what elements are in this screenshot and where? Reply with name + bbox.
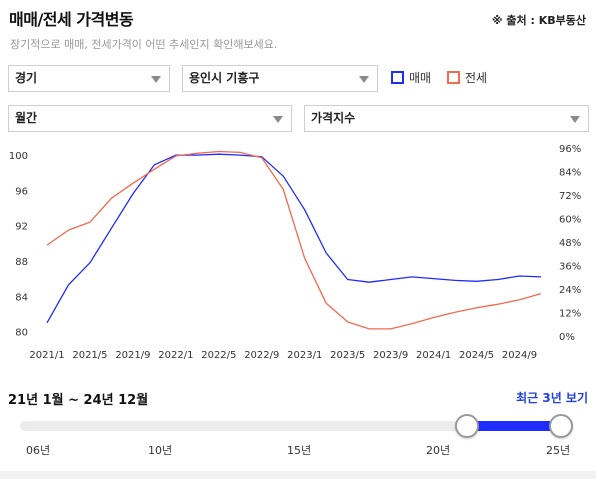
year-slider-track[interactable] — [20, 421, 566, 431]
y-right-tick-label: 48% — [559, 238, 581, 249]
y-right-tick-label: 96% — [559, 144, 581, 155]
x-tick-label: 2022/5 — [201, 350, 236, 361]
source-note: ※ 출처 : KB부동산 — [491, 14, 586, 27]
legend-item-jeonse[interactable]: 전세 — [447, 69, 487, 86]
jeonse-series-line — [46, 150, 542, 330]
chevron-down-icon — [359, 76, 369, 83]
chevron-down-icon — [273, 116, 283, 123]
slider-label: 20년 — [426, 444, 451, 457]
sale-series-line — [46, 153, 542, 324]
slider-label: 10년 — [148, 444, 173, 457]
year-slider-end-handle[interactable] — [549, 414, 573, 438]
metric-select-value: 가격지수 — [311, 111, 356, 125]
x-tick-label: 2022/9 — [244, 350, 279, 361]
sale-swatch-icon — [391, 71, 404, 84]
region-select-value: 경기 — [15, 71, 38, 85]
y-left-tick-label: 84 — [15, 292, 28, 303]
x-tick-label: 2022/1 — [158, 350, 193, 361]
y-right-tick-label: 60% — [559, 215, 581, 226]
y-left-tick-label: 88 — [15, 257, 28, 268]
page-subtitle: 장기적으로 매매, 전세가격이 어떤 추세인지 확인해보세요. — [10, 38, 278, 51]
x-tick-label: 2021/1 — [29, 350, 64, 361]
period-select[interactable]: 월간 — [8, 105, 292, 132]
district-select[interactable]: 용인시 기흥구 — [182, 65, 378, 92]
range-label: 21년 1월 ~ 24년 12월 — [8, 393, 149, 408]
x-tick-label: 2024/1 — [416, 350, 451, 361]
y-left-tick-label: 96 — [15, 186, 28, 197]
y-right-tick-label: 24% — [559, 285, 581, 296]
y-left-tick-label: 100 — [9, 151, 28, 162]
legend-sale-label: 매매 — [409, 71, 432, 85]
x-tick-label: 2021/9 — [115, 350, 150, 361]
slider-label: 15년 — [287, 444, 312, 457]
x-tick-label: 2023/5 — [330, 350, 365, 361]
y-right-tick-label: 72% — [559, 191, 581, 202]
legend-item-sale[interactable]: 매매 — [391, 69, 431, 86]
period-select-value: 월간 — [15, 111, 38, 125]
y-right-tick-label: 84% — [559, 168, 581, 179]
district-select-value: 용인시 기흥구 — [189, 71, 260, 85]
legend-jeonse-label: 전세 — [465, 71, 488, 85]
year-slider-start-handle[interactable] — [455, 414, 479, 438]
jeonse-swatch-icon — [447, 71, 460, 84]
slider-label: 06년 — [26, 444, 51, 457]
recent-3-years-button[interactable]: 최근 3년 보기 — [516, 391, 588, 405]
y-right-tick-label: 12% — [559, 309, 581, 320]
price-index-chart: 80 84 88 92 96 100 0% 12% 24% 36% 48% 60% 72% 84% 96% 2… — [9, 144, 581, 361]
year-slider-selected-range — [467, 421, 561, 431]
x-tick-label: 2023/1 — [287, 350, 322, 361]
metric-select[interactable]: 가격지수 — [304, 105, 589, 132]
y-left-tick-label: 92 — [15, 222, 28, 233]
y-left-tick-label: 80 — [15, 328, 28, 339]
x-tick-label: 2024/9 — [502, 350, 537, 361]
x-tick-label: 2023/9 — [373, 350, 408, 361]
slider-label: 25년 — [546, 444, 571, 457]
y-right-tick-label: 0% — [559, 332, 575, 343]
footer-band — [0, 471, 596, 479]
chevron-down-icon — [151, 76, 161, 83]
y-right-tick-label: 36% — [559, 262, 581, 273]
page-title: 매매/전세 가격변동 — [9, 10, 134, 29]
x-tick-label: 2021/5 — [72, 350, 107, 361]
chevron-down-icon — [570, 116, 580, 123]
region-select[interactable]: 경기 — [8, 65, 170, 92]
x-tick-label: 2024/5 — [459, 350, 494, 361]
